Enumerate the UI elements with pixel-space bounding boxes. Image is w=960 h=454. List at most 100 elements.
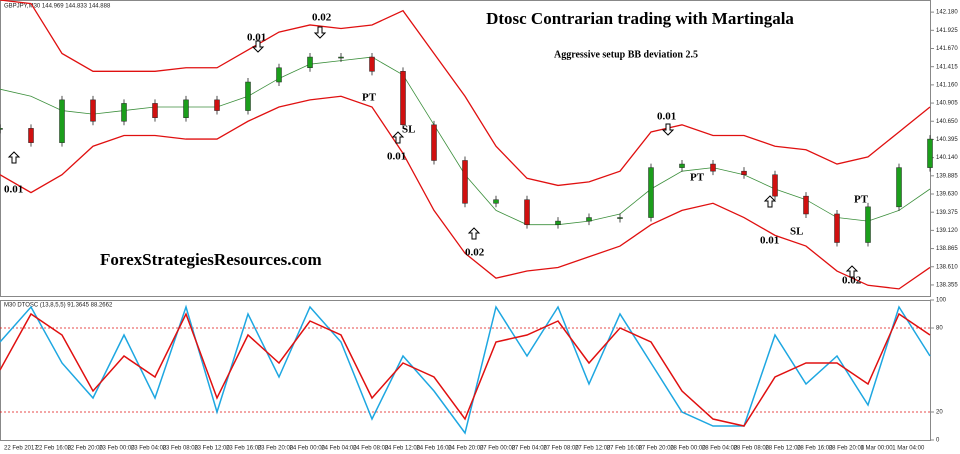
arrow — [661, 123, 675, 136]
y-tick-label: 141.670 — [936, 46, 958, 52]
candle — [524, 199, 530, 225]
chart-title: Dtosc Contrarian trading with Martingala — [486, 9, 794, 28]
x-tick-label: 24 Feb 04:00 — [321, 446, 357, 452]
candle — [90, 99, 96, 122]
annotation: 0.01 — [657, 111, 676, 123]
x-tick-label: 28 Feb 12:00 — [765, 446, 801, 452]
x-tick-label: 22 Feb 16:00 — [36, 446, 72, 452]
arrow — [391, 131, 405, 144]
candle — [586, 217, 592, 222]
candle — [927, 138, 933, 168]
watermark: ForexStrategiesResources.com — [100, 250, 322, 269]
arrow — [251, 40, 265, 53]
x-tick-label: 23 Feb 00:00 — [99, 446, 135, 452]
y-tick-label: 140.650 — [936, 119, 958, 125]
candle — [183, 99, 189, 118]
y-tick-label: 138.610 — [936, 264, 958, 270]
annotation: PT — [854, 194, 869, 206]
annotation: PT — [690, 172, 705, 184]
x-tick-label: 27 Feb 00:00 — [480, 446, 516, 452]
candle — [338, 56, 344, 59]
candle — [648, 167, 654, 218]
arrow — [7, 151, 21, 164]
candle — [896, 167, 902, 208]
candle — [710, 163, 716, 172]
x-tick-label: 28 Feb 20:00 — [829, 446, 865, 452]
annotation: PT — [362, 92, 377, 104]
candle — [772, 174, 778, 197]
x-tick-label: 27 Feb 08:00 — [543, 446, 579, 452]
annotation: 0.02 — [312, 12, 332, 24]
annotation: 0.01 — [4, 184, 23, 196]
y-tick-label: 142.180 — [936, 10, 958, 16]
candle — [462, 160, 468, 204]
y-tick-label: 138.355 — [936, 283, 958, 289]
y-tick-label: 139.630 — [936, 192, 958, 198]
y-tick-label: 141.925 — [936, 28, 958, 34]
candle — [834, 213, 840, 243]
x-tick-label: 22 Feb 2017 — [4, 446, 38, 452]
indicator-fast — [0, 304, 931, 435]
annotation: 0.01 — [247, 32, 266, 44]
y-tick-label: 140.905 — [936, 101, 958, 107]
y-tick-label: 80 — [936, 326, 943, 332]
arrow — [845, 265, 859, 278]
candle — [431, 124, 437, 161]
candle — [493, 199, 499, 204]
x-tick-label: 27 Feb 20:00 — [638, 446, 674, 452]
price-panel — [0, 0, 931, 297]
x-tick-label: 28 Feb 16:00 — [797, 446, 833, 452]
candle — [555, 220, 561, 225]
x-tick-label: 1 Mar 04:00 — [892, 446, 925, 452]
x-tick-label: 24 Feb 16:00 — [416, 446, 452, 452]
y-tick-label: 140.395 — [936, 137, 958, 143]
candle — [214, 99, 220, 111]
arrow — [763, 195, 777, 208]
x-tick-label: 27 Feb 04:00 — [512, 446, 548, 452]
x-tick-label: 23 Feb 04:00 — [131, 446, 167, 452]
candle — [121, 103, 127, 122]
candle — [276, 67, 282, 83]
y-tick-label: 141.160 — [936, 82, 958, 88]
candle — [803, 195, 809, 215]
symbol-label: GBPJPY,M30 144.969 144.833 144.888 — [4, 4, 111, 10]
x-tick-label: 28 Feb 00:00 — [670, 446, 706, 452]
x-tick-label: 23 Feb 12:00 — [194, 446, 230, 452]
candle — [59, 99, 65, 143]
candle — [152, 103, 158, 118]
x-tick-label: 28 Feb 04:00 — [702, 446, 738, 452]
y-tick-label: 139.375 — [936, 210, 958, 216]
x-tick-label: 24 Feb 00:00 — [290, 446, 326, 452]
candle — [307, 56, 313, 69]
x-tick-label: 27 Feb 16:00 — [607, 446, 643, 452]
y-tick-label: 141.415 — [936, 64, 958, 70]
annotation: 0.01 — [760, 235, 779, 247]
arrow — [467, 227, 481, 240]
x-tick-label: 24 Feb 08:00 — [353, 446, 389, 452]
candle — [28, 128, 34, 143]
candle — [617, 217, 623, 219]
annotation: SL — [790, 226, 803, 238]
candle — [400, 71, 406, 126]
annotation: SL — [402, 124, 415, 136]
x-tick-label: 23 Feb 16:00 — [226, 446, 262, 452]
chart-subtitle: Aggressive setup BB deviation 2.5 — [554, 49, 698, 60]
y-tick-label: 139.885 — [936, 173, 958, 179]
y-tick-label: 139.120 — [936, 228, 958, 234]
x-tick-label: 27 Feb 12:00 — [575, 446, 611, 452]
arrow — [313, 26, 327, 39]
annotation: 0.02 — [842, 275, 862, 287]
indicator-slow — [0, 312, 931, 427]
y-tick-label: 140.140 — [936, 155, 958, 161]
candle — [0, 128, 3, 130]
y-tick-label: 20 — [936, 410, 943, 416]
indicator-label: M30 DTOSC (13,8,5,5) 91.3645 88.2662 — [4, 303, 113, 309]
x-tick-label: 24 Feb 20:00 — [448, 446, 484, 452]
annotation: 0.01 — [387, 151, 406, 163]
annotation: 0.02 — [465, 247, 485, 259]
candle — [679, 163, 685, 168]
y-tick-label: 0 — [936, 438, 940, 444]
y-tick-label: 138.865 — [936, 246, 958, 252]
x-tick-label: 23 Feb 20:00 — [258, 446, 294, 452]
